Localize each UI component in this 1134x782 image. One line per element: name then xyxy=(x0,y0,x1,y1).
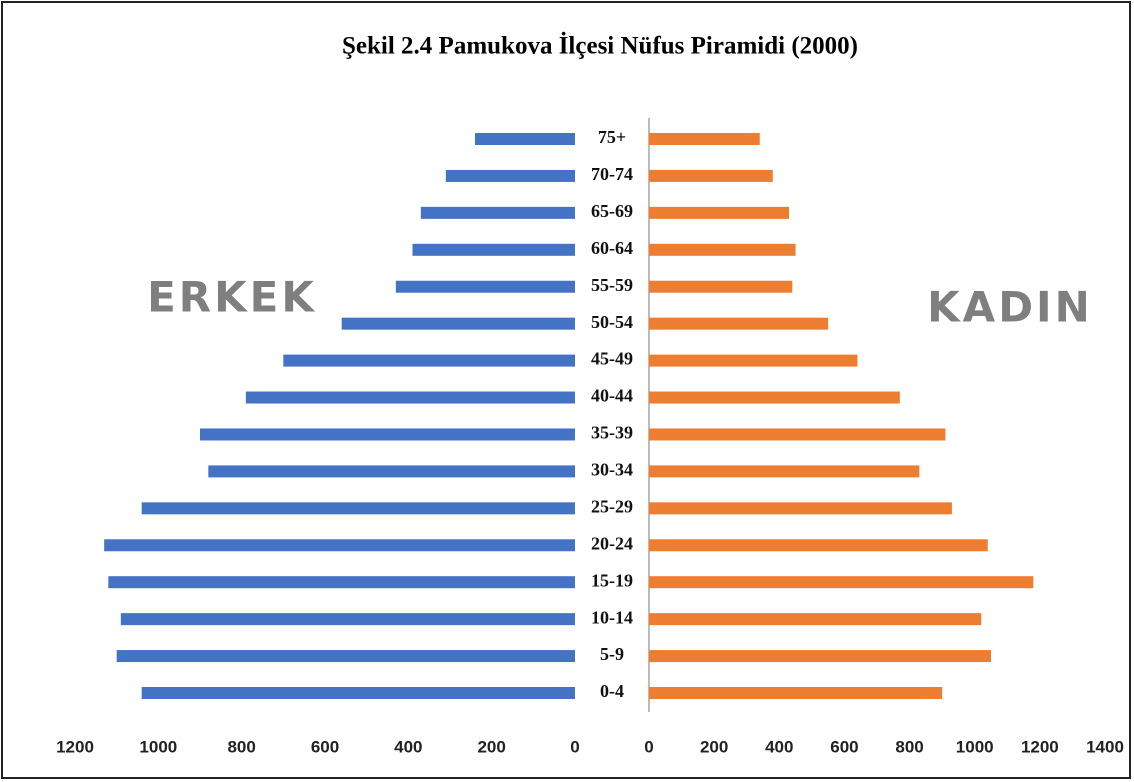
category-label: 50-54 xyxy=(591,312,633,332)
bar xyxy=(649,354,858,367)
bar xyxy=(208,465,576,478)
bar xyxy=(141,502,575,515)
x-tick-label: 800 xyxy=(227,737,255,756)
bar xyxy=(649,576,1034,589)
category-label: 75+ xyxy=(598,127,626,147)
x-tick-label: 1400 xyxy=(1086,737,1124,756)
bar xyxy=(120,613,575,626)
bar xyxy=(141,687,575,699)
bar xyxy=(649,206,790,219)
bar xyxy=(395,280,575,293)
bar xyxy=(649,687,943,699)
bar xyxy=(104,539,576,552)
category-label: 35-39 xyxy=(591,423,633,443)
category-label: 10-14 xyxy=(591,607,633,627)
bar xyxy=(649,169,773,182)
category-label: 20-24 xyxy=(591,533,633,553)
category-label: 45-49 xyxy=(591,349,633,369)
bar xyxy=(200,428,575,441)
category-label: 55-59 xyxy=(591,275,633,295)
bar xyxy=(649,133,760,145)
bar xyxy=(649,280,793,293)
bar xyxy=(649,465,920,478)
x-tick-label: 200 xyxy=(700,737,728,756)
bar xyxy=(649,539,988,552)
x-tick-label: 400 xyxy=(394,737,422,756)
x-tick-label: 200 xyxy=(477,737,505,756)
category-label: 15-19 xyxy=(591,570,633,590)
bar xyxy=(116,650,576,663)
bar xyxy=(420,206,575,219)
x-tick-label: 1200 xyxy=(1021,737,1059,756)
category-label: 65-69 xyxy=(591,201,633,221)
bar xyxy=(412,243,575,256)
x-tick-label: 1000 xyxy=(956,737,994,756)
bar xyxy=(341,317,575,330)
bar xyxy=(245,391,576,404)
x-tick-label: 0 xyxy=(570,737,579,756)
category-label: 60-64 xyxy=(591,238,633,258)
x-tick-label: 400 xyxy=(765,737,793,756)
x-tick-label: 600 xyxy=(311,737,339,756)
category-label: 5-9 xyxy=(600,644,624,664)
bar xyxy=(108,576,575,589)
bar xyxy=(649,650,991,663)
category-label: 0-4 xyxy=(600,681,624,701)
bar xyxy=(649,613,982,626)
bar xyxy=(445,169,575,182)
category-label: 70-74 xyxy=(591,164,633,184)
x-tick-label: 600 xyxy=(830,737,858,756)
side-label: ERKEK xyxy=(147,273,317,322)
category-label: 40-44 xyxy=(591,386,633,406)
category-label: 30-34 xyxy=(591,460,633,480)
category-label: 25-29 xyxy=(591,496,633,516)
bar xyxy=(475,133,575,145)
x-tick-label: 0 xyxy=(644,737,653,756)
bar xyxy=(649,317,829,330)
x-tick-label: 1000 xyxy=(139,737,177,756)
bar xyxy=(283,354,575,367)
chart-title: Şekil 2.4 Pamukova İlçesi Nüfus Piramidi… xyxy=(342,32,858,60)
bar xyxy=(649,243,796,256)
x-tick-label: 1200 xyxy=(56,737,94,756)
bar xyxy=(649,428,946,441)
bar xyxy=(649,502,952,515)
side-label: KADIN xyxy=(927,283,1093,332)
bar xyxy=(649,391,900,404)
x-tick-label: 800 xyxy=(895,737,923,756)
